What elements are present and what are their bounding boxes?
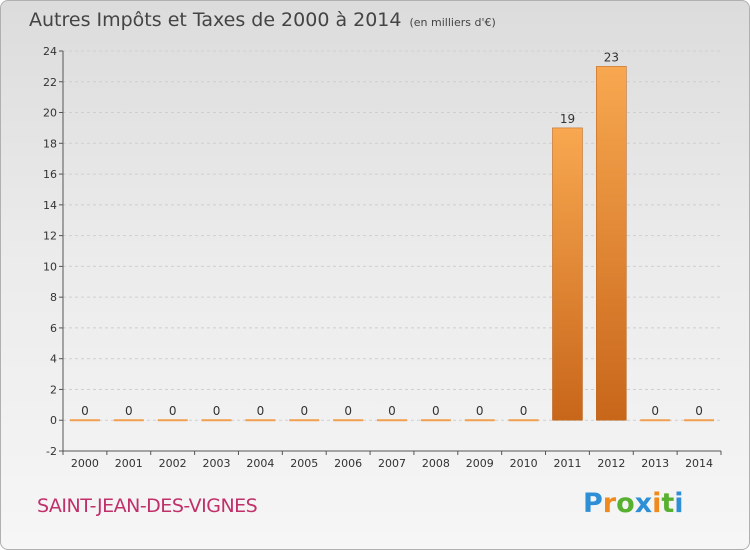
- data-label-2010: 0: [520, 404, 528, 418]
- x-tick-label: 2006: [334, 457, 362, 470]
- x-tick-label: 2002: [159, 457, 187, 470]
- bar-2005: [289, 419, 320, 422]
- data-label-2013: 0: [651, 404, 659, 418]
- bar-2003: [201, 419, 232, 422]
- logo-letter: P: [583, 488, 603, 519]
- data-label-2006: 0: [344, 404, 352, 418]
- y-tick-label: 12: [43, 230, 57, 243]
- x-tick-label: 2000: [71, 457, 99, 470]
- bar-2008: [420, 419, 451, 422]
- x-tick-label: 2001: [115, 457, 143, 470]
- x-tick-label: 2005: [290, 457, 318, 470]
- data-label-2009: 0: [476, 404, 484, 418]
- bar-2007: [377, 419, 407, 422]
- y-tick-label: 16: [43, 168, 57, 181]
- x-tick-label: 2007: [378, 457, 406, 470]
- data-label-2002: 0: [169, 404, 177, 418]
- labels: -202468101214161820222402000020010200202…: [43, 45, 713, 470]
- bar-2000: [69, 419, 100, 422]
- x-tick-label: 2003: [203, 457, 231, 470]
- y-tick-label: 10: [43, 260, 57, 273]
- bar-2011: [552, 127, 583, 421]
- y-tick-label: 24: [43, 45, 57, 58]
- x-tick-label: 2009: [466, 457, 494, 470]
- y-tick-label: 6: [50, 322, 57, 335]
- logo-letter: o: [616, 488, 635, 519]
- y-tick-label: 22: [43, 76, 57, 89]
- bar-2006: [333, 419, 364, 422]
- logo-letter: i: [652, 488, 662, 519]
- logo-letter: t: [661, 488, 675, 519]
- x-tick-label: 2014: [685, 457, 713, 470]
- y-tick-label: 0: [50, 414, 57, 427]
- bar-2013: [640, 419, 671, 422]
- commune-name: SAINT-JEAN-DES-VIGNES: [37, 495, 258, 517]
- y-tick-label: 20: [43, 107, 57, 120]
- data-label-2004: 0: [257, 404, 265, 418]
- data-label-2001: 0: [125, 404, 133, 418]
- data-label-2003: 0: [213, 404, 221, 418]
- x-tick-label: 2010: [510, 457, 538, 470]
- axes: [59, 50, 722, 455]
- data-label-2000: 0: [81, 404, 89, 418]
- x-tick-label: 2008: [422, 457, 450, 470]
- data-label-2007: 0: [388, 404, 396, 418]
- x-tick-label: 2004: [246, 457, 274, 470]
- logo-letter: i: [674, 488, 684, 519]
- x-tick-label: 2011: [553, 457, 581, 470]
- bar-2002: [157, 419, 188, 422]
- title-text: Autres Impôts et Taxes de 2000 à 2014: [29, 9, 402, 31]
- bars: [69, 66, 715, 422]
- x-tick-label: 2013: [641, 457, 669, 470]
- y-tick-label: 4: [50, 353, 57, 366]
- title-unit: (en milliers d'€): [409, 16, 496, 29]
- logo-letter: x: [634, 488, 653, 519]
- bar-2009: [464, 419, 495, 422]
- bar-2004: [245, 419, 276, 422]
- data-label-2011: 19: [560, 112, 575, 126]
- proxiti-logo[interactable]: Proxiti: [583, 488, 684, 519]
- data-label-2008: 0: [432, 404, 440, 418]
- logo-letter: r: [602, 488, 617, 519]
- bar-2010: [508, 419, 539, 422]
- data-label-2005: 0: [300, 404, 308, 418]
- bar-2001: [113, 419, 144, 422]
- y-tick-label: -2: [46, 445, 57, 458]
- bar-2012: [596, 66, 627, 421]
- y-tick-label: 2: [50, 383, 57, 396]
- y-tick-label: 8: [50, 291, 57, 304]
- data-label-2014: 0: [695, 404, 703, 418]
- y-tick-label: 18: [43, 137, 57, 150]
- chart-title: Autres Impôts et Taxes de 2000 à 2014 (en…: [29, 9, 496, 31]
- x-tick-label: 2012: [597, 457, 625, 470]
- data-label-2012: 23: [604, 50, 619, 64]
- bar-2014: [684, 419, 715, 422]
- y-tick-label: 14: [43, 199, 57, 212]
